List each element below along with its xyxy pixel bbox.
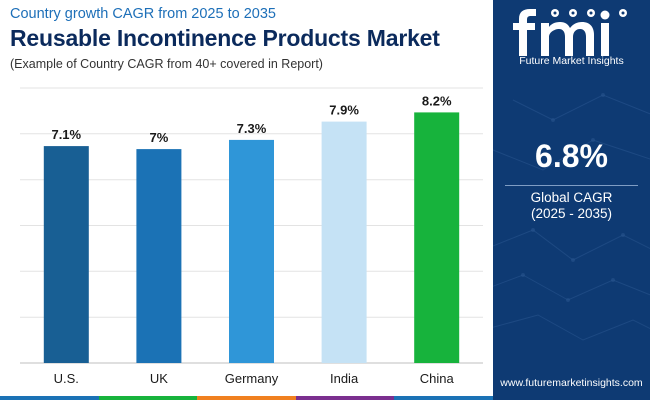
x-tick-label: China [420, 371, 455, 386]
data-label: 7.3% [237, 121, 267, 136]
global-cagr-label: Global CAGR [530, 190, 613, 205]
x-tick-label: India [330, 371, 359, 386]
chart-area: 7.1% 7% 7.3% 7.9% 8.2% U.S. UK Germany India Chi… [0, 6, 493, 400]
data-label: 7.9% [329, 103, 359, 118]
brand-name: Future Market Insights [519, 55, 624, 67]
strip-segment [295, 396, 395, 400]
strip-segment [98, 396, 198, 400]
global-cagr-value: 6.8% [535, 138, 608, 174]
bar-germany [229, 139, 274, 363]
strip-segment [0, 396, 99, 400]
strip-segment [197, 396, 296, 400]
x-tick-label: UK [150, 371, 168, 386]
bar-uk [136, 149, 182, 363]
data-label: 8.2% [422, 93, 452, 108]
data-label: 7.1% [51, 127, 81, 142]
summary-panel: Future Market Insights 6.8% Global CAGR … [493, 0, 650, 400]
chart-note: (Example of Country CAGR from 40+ covere… [10, 57, 323, 71]
x-tick-labels: U.S. UK Germany India China [54, 371, 455, 386]
bar-chart: 7.1% 7% 7.3% 7.9% 8.2% U.S. UK Germany India Chi… [20, 87, 483, 386]
divider [505, 185, 638, 186]
strip-segment [394, 396, 493, 400]
x-tick-label: Germany [225, 371, 279, 386]
chart-title: Reusable Incontinence Products Market [10, 25, 440, 51]
fmi-logo [505, 6, 640, 72]
chart-subtitle: Country growth CAGR from 2025 to 2035 [10, 6, 276, 22]
bar-india [321, 121, 367, 363]
data-label: 7% [150, 130, 169, 145]
panel-background-pattern [493, 93, 650, 341]
global-cagr-period: (2025 - 2035) [530, 206, 613, 221]
x-tick-label: U.S. [54, 371, 79, 386]
color-strip [0, 396, 493, 400]
bar-china [414, 112, 460, 364]
bar-us [43, 146, 89, 363]
data-labels: 7.1% 7% 7.3% 7.9% 8.2% [51, 93, 451, 145]
fmi-logo-icon [513, 9, 627, 56]
website-link[interactable]: www.futuremarketinsights.com [500, 377, 643, 389]
bars [43, 112, 460, 364]
